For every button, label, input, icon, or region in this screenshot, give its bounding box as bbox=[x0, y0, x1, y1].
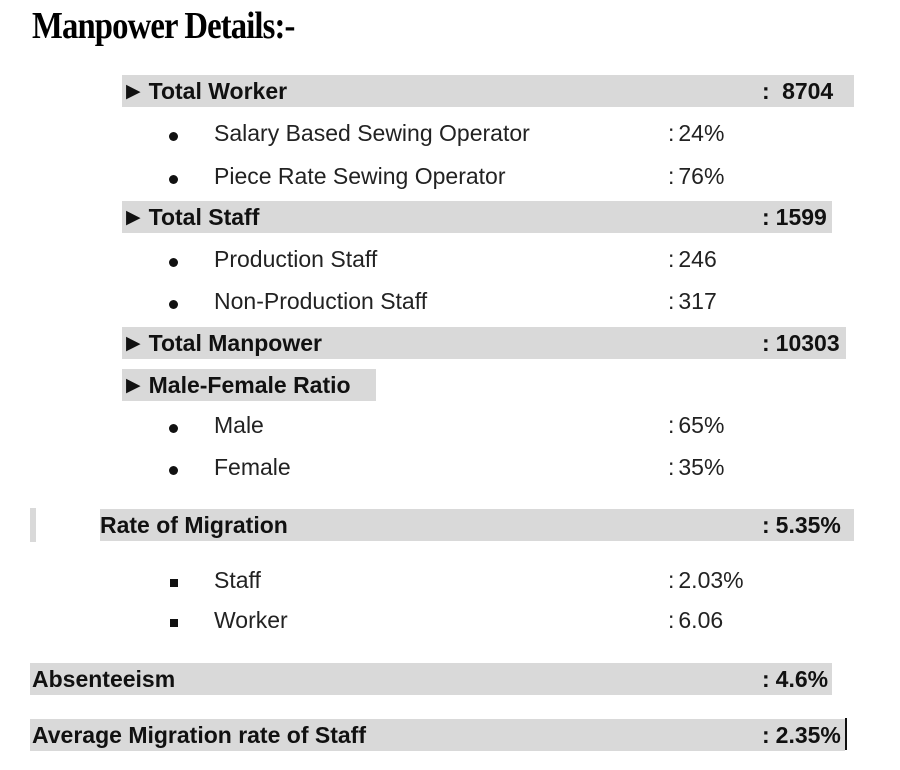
bullet-icon bbox=[169, 132, 178, 141]
total-staff-value: 1599 bbox=[775, 203, 827, 230]
item-label: Production Staff bbox=[214, 246, 378, 272]
average-migration-staff-row: Average Migration rate of Staff :2.35% bbox=[30, 719, 845, 751]
divider bbox=[30, 508, 36, 542]
list-item: Salary Based Sewing Operator :24% bbox=[0, 120, 900, 150]
total-staff-row: ▶ Total Staff :1599 bbox=[122, 201, 832, 233]
list-item: Production Staff :246 bbox=[0, 246, 900, 276]
item-value: 317 bbox=[678, 288, 717, 314]
item-value: 246 bbox=[678, 246, 717, 272]
list-item: Piece Rate Sewing Operator :76% bbox=[0, 163, 900, 193]
bullet-icon bbox=[169, 466, 178, 475]
item-label: Female bbox=[214, 454, 291, 480]
bullet-icon bbox=[169, 300, 178, 309]
item-label: Staff bbox=[214, 567, 261, 593]
rate-of-migration-value: 5.35% bbox=[775, 511, 841, 538]
list-item: Male :65% bbox=[0, 412, 900, 442]
total-worker-label: Total Worker bbox=[148, 77, 288, 104]
total-worker-row: ▶ Total Worker : 8704 bbox=[122, 75, 854, 107]
item-value: 24% bbox=[678, 120, 725, 146]
average-migration-staff-label: Average Migration rate of Staff bbox=[32, 721, 366, 748]
total-manpower-value: 10303 bbox=[775, 329, 840, 356]
absenteeism-row: Absenteeism :4.6% bbox=[30, 663, 832, 695]
total-staff-label: Total Staff bbox=[148, 203, 260, 230]
rate-of-migration-label: Rate of Migration bbox=[100, 511, 288, 538]
item-value: 35% bbox=[678, 454, 725, 480]
arrow-right-icon: ▶ bbox=[126, 332, 141, 354]
absenteeism-value: 4.6% bbox=[775, 665, 829, 692]
male-female-ratio-row: ▶ Male-Female Ratio bbox=[122, 369, 376, 401]
arrow-right-icon: ▶ bbox=[126, 80, 141, 102]
list-item: Non-Production Staff :317 bbox=[0, 288, 900, 318]
item-label: Male bbox=[214, 412, 264, 438]
item-label: Salary Based Sewing Operator bbox=[214, 120, 530, 146]
bullet-icon bbox=[169, 424, 178, 433]
bullet-icon bbox=[169, 258, 178, 267]
item-value: 6.06 bbox=[678, 607, 724, 633]
absenteeism-label: Absenteeism bbox=[32, 665, 176, 692]
male-female-ratio-label: Male-Female Ratio bbox=[148, 371, 351, 398]
item-value: 2.03% bbox=[678, 567, 744, 593]
arrow-right-icon: ▶ bbox=[126, 374, 141, 396]
text-cursor bbox=[845, 718, 847, 750]
item-label: Non-Production Staff bbox=[214, 288, 428, 314]
list-item: Staff :2.03% bbox=[0, 567, 900, 597]
square-bullet-icon bbox=[170, 619, 178, 627]
average-migration-staff-value: 2.35% bbox=[775, 721, 841, 748]
item-value: 65% bbox=[678, 412, 725, 438]
total-manpower-label: Total Manpower bbox=[148, 329, 322, 356]
item-label: Piece Rate Sewing Operator bbox=[214, 163, 506, 189]
rate-of-migration-row: Rate of Migration :5.35% bbox=[100, 509, 854, 541]
item-value: 76% bbox=[678, 163, 725, 189]
bullet-icon bbox=[169, 175, 178, 184]
page-title: Manpower Details:- bbox=[32, 5, 295, 47]
square-bullet-icon bbox=[170, 579, 178, 587]
list-item: Female :35% bbox=[0, 454, 900, 484]
list-item: Worker :6.06 bbox=[0, 607, 900, 637]
total-worker-value: 8704 bbox=[782, 77, 834, 104]
total-manpower-row: ▶ Total Manpower :10303 bbox=[122, 327, 846, 359]
arrow-right-icon: ▶ bbox=[126, 206, 141, 228]
item-label: Worker bbox=[214, 607, 288, 633]
